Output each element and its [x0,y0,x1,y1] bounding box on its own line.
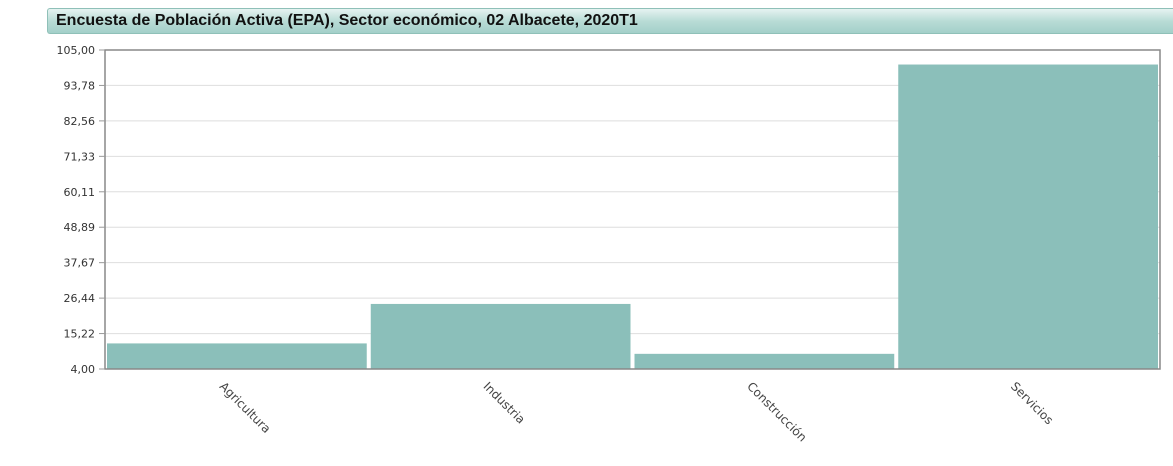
bar-agricultura[interactable] [107,343,367,369]
bars [107,64,1158,369]
x-tick-label: Servicios [1008,379,1056,427]
y-tick-label: 105,00 [57,44,96,57]
plot-border [104,49,1161,370]
chart-title: Encuesta de Población Activa (EPA), Sect… [56,12,638,29]
y-axis: 105,00 93,78 82,56 71,33 60,11 48,89 37,67 26,4… [57,44,105,376]
y-tick-label: 37,67 [64,257,96,270]
y-tick-label: 82,56 [64,115,96,128]
x-axis: Agricultura Industria Construcción Servicio… [217,379,1056,444]
bar-industria[interactable] [370,303,631,369]
y-tick-label: 71,33 [64,150,96,163]
y-tick-label: 4,00 [71,363,96,376]
x-tick-label: Industria [481,379,528,426]
bar-servicios[interactable] [898,64,1158,369]
plot-frame [104,49,1161,370]
y-tick-label: 93,78 [64,79,96,92]
x-tick-label: Agricultura [217,379,274,436]
y-tick-label: 60,11 [64,186,96,199]
y-tick-label: 26,44 [64,292,96,305]
y-tick-label: 48,89 [64,221,96,234]
bar-construcción[interactable] [634,353,895,369]
x-tick-label: Construcción [744,379,809,444]
y-tick-label: 15,22 [64,328,96,341]
chart-title-bar: Encuesta de Población Activa (EPA), Sect… [47,8,1173,34]
